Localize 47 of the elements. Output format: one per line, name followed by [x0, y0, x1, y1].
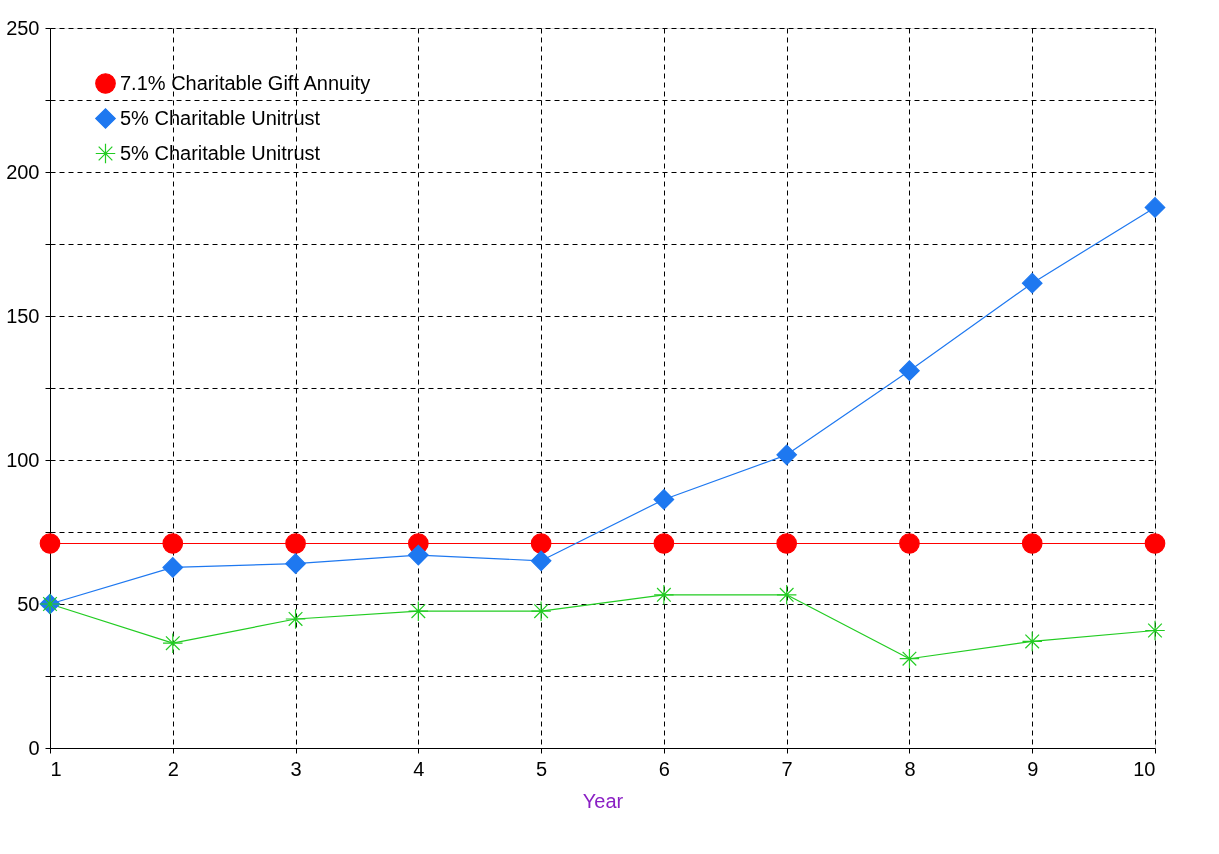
point	[1144, 620, 1166, 641]
point	[530, 533, 552, 554]
x-tick-label: 7	[781, 757, 793, 780]
x-tick-label: 6	[658, 757, 670, 780]
x-tick-label: 9	[1027, 757, 1039, 780]
point	[1021, 272, 1043, 294]
legend-label: 7.1% Charitable Gift Annuity	[120, 71, 371, 94]
point	[1144, 533, 1166, 554]
point	[776, 444, 798, 466]
point	[407, 544, 429, 566]
x-tick-label: 8	[904, 757, 916, 780]
point	[530, 600, 552, 622]
point	[899, 533, 920, 554]
x-tick-label: 2	[167, 757, 179, 780]
point	[776, 533, 798, 554]
point	[285, 608, 306, 630]
point	[285, 553, 306, 575]
x-tick-label: 3	[290, 757, 302, 780]
point	[530, 550, 552, 572]
x-tick-label: 5	[536, 757, 548, 780]
point	[1021, 533, 1043, 554]
point	[653, 489, 675, 510]
point	[162, 632, 184, 654]
x-axis-title: Year	[582, 789, 624, 812]
y-tick-label: 250	[6, 16, 40, 39]
point	[39, 533, 61, 554]
legend-label: 5% Charitable Unitrust	[120, 141, 321, 164]
point	[899, 360, 920, 382]
point	[285, 533, 306, 554]
y-tick-label: 150	[6, 304, 40, 327]
x-tick-label: 4	[413, 757, 425, 780]
x-tick-label: 10	[1133, 757, 1156, 780]
y-tick-label: 200	[6, 160, 40, 183]
point	[162, 557, 184, 578]
point	[776, 584, 798, 606]
y-tick-label: 100	[6, 448, 40, 471]
point	[407, 600, 429, 622]
point	[1144, 197, 1166, 218]
y-tick-label: 0	[28, 736, 40, 759]
point	[1021, 631, 1043, 652]
legend-label: 5% Charitable Unitrust	[120, 106, 321, 129]
point	[899, 648, 920, 670]
point	[653, 584, 675, 606]
point	[162, 533, 184, 554]
point	[653, 533, 675, 554]
y-tick-label: 50	[17, 592, 40, 615]
x-tick-label: 1	[50, 757, 62, 780]
